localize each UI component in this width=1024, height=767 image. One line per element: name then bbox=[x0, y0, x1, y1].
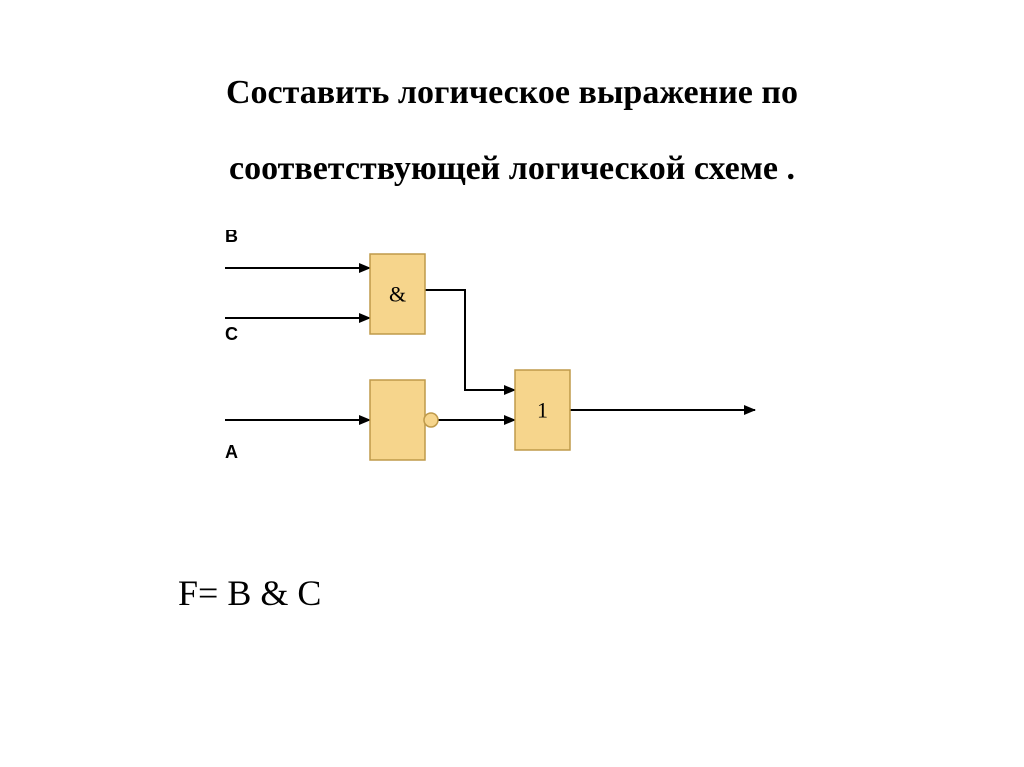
slide-title: Составить логическое выражение по соотве… bbox=[0, 36, 1024, 188]
input-label-c: C bbox=[225, 324, 238, 344]
slide: Составить логическое выражение по соотве… bbox=[0, 0, 1024, 767]
input-label-a: A bbox=[225, 442, 238, 462]
formula-text: F= B & C bbox=[178, 572, 321, 614]
wire-connector bbox=[425, 290, 515, 390]
or-gate-symbol: 1 bbox=[537, 398, 548, 423]
title-line-2: соответствующей логической схеме . bbox=[229, 150, 795, 187]
and-gate-symbol: & bbox=[389, 282, 406, 307]
not-gate bbox=[370, 380, 425, 460]
input-label-b: B bbox=[225, 230, 238, 246]
not-bubble bbox=[424, 413, 438, 427]
title-line-1: Составить логическое выражение по bbox=[226, 74, 798, 111]
diagram-layer: & 1 B C A bbox=[225, 230, 755, 462]
logic-diagram: & 1 B C A bbox=[215, 230, 775, 490]
